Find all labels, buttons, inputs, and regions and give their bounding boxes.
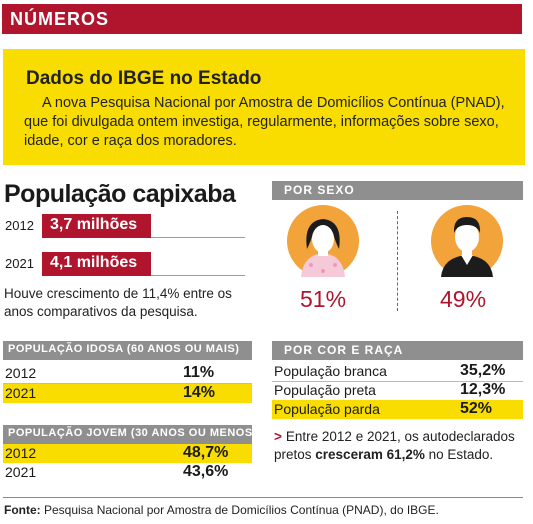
sex-divider bbox=[397, 211, 398, 311]
young-value: 48,7% bbox=[183, 444, 229, 461]
banner-title: NÚMEROS bbox=[10, 9, 110, 29]
young-year: 2012 bbox=[5, 445, 37, 461]
elderly-value: 14% bbox=[183, 384, 216, 401]
note-arrow: > bbox=[274, 429, 282, 444]
note-text-emphasis: cresceram 61,2% bbox=[315, 447, 425, 462]
population-growth-text: Houve crescimento de 11,4% entre os anos… bbox=[4, 286, 232, 319]
young-value: 43,6% bbox=[183, 463, 229, 480]
race-note: > Entre 2012 e 2021, os autodeclarados pr… bbox=[274, 428, 522, 464]
man-avatar-icon bbox=[431, 205, 503, 277]
by-sex-header: POR SEXO bbox=[272, 181, 523, 200]
note-text-start: Entre 2012 e 2021, os autodeclarados pre… bbox=[274, 429, 515, 462]
race-divider bbox=[272, 381, 523, 382]
elderly-year: 2021 bbox=[5, 385, 37, 401]
ibge-text-body: A nova Pesquisa Nacional por Amostra de … bbox=[24, 95, 505, 149]
note-text-end: no Estado. bbox=[424, 447, 494, 462]
population-year-2021: 2021 bbox=[5, 256, 34, 271]
ibge-box: Dados do IBGE no Estado A nova Pesquisa … bbox=[3, 49, 525, 165]
section-banner: NÚMEROS bbox=[2, 4, 522, 34]
race-row-white: População branca 35,2% bbox=[272, 362, 523, 381]
woman-avatar-icon bbox=[287, 205, 359, 277]
male-percentage: 49% bbox=[440, 286, 487, 312]
race-header: POR COR E RAÇA bbox=[272, 341, 523, 360]
elderly-divider bbox=[3, 383, 252, 384]
population-value-2021: 4,1 milhões bbox=[42, 252, 151, 276]
young-header-label: POPULAÇÃO JOVEM (30 ANOS OU MENOS) bbox=[8, 427, 257, 439]
population-rule-2021 bbox=[151, 275, 245, 276]
young-row-2012: 2012 48,7% bbox=[3, 444, 252, 463]
footer-label: Fonte: bbox=[4, 503, 41, 517]
ibge-text: A nova Pesquisa Nacional por Amostra de … bbox=[24, 94, 512, 151]
race-row-brown: População parda 52% bbox=[272, 400, 523, 419]
footer-rule bbox=[3, 497, 523, 498]
population-rule-2012 bbox=[151, 237, 245, 238]
footer-text: Pesquisa Nacional por Amostra de Domicíl… bbox=[40, 503, 439, 517]
race-value: 35,2% bbox=[460, 362, 506, 379]
race-value: 52% bbox=[460, 400, 493, 417]
race-value: 12,3% bbox=[460, 381, 506, 398]
elderly-year: 2012 bbox=[5, 365, 37, 381]
elderly-row-2012: 2012 11% bbox=[3, 364, 252, 383]
population-title: População capixaba bbox=[4, 180, 236, 208]
race-label: População preta bbox=[274, 382, 376, 398]
population-value-2012: 3,7 milhões bbox=[42, 214, 151, 238]
elderly-header: POPULAÇÃO IDOSA (60 ANOS OU MAIS) bbox=[3, 341, 252, 360]
ibge-title: Dados do IBGE no Estado bbox=[26, 68, 262, 89]
source-footer: Fonte: Pesquisa Nacional por Amostra de … bbox=[4, 503, 524, 517]
population-year-2012: 2012 bbox=[5, 218, 34, 233]
race-label: População branca bbox=[274, 363, 387, 379]
race-label: População parda bbox=[274, 401, 380, 417]
race-row-black: População preta 12,3% bbox=[272, 381, 523, 400]
race-header-label: POR COR E RAÇA bbox=[284, 343, 404, 357]
by-sex-header-label: POR SEXO bbox=[284, 183, 355, 197]
elderly-value: 11% bbox=[183, 364, 215, 381]
young-row-2021: 2021 43,6% bbox=[3, 463, 252, 482]
young-year: 2021 bbox=[5, 464, 37, 480]
elderly-row-2021: 2021 14% bbox=[3, 384, 252, 403]
elderly-header-label: POPULAÇÃO IDOSA (60 ANOS OU MAIS) bbox=[8, 343, 240, 355]
young-header: POPULAÇÃO JOVEM (30 ANOS OU MENOS) bbox=[3, 425, 256, 444]
female-percentage: 51% bbox=[300, 286, 347, 312]
